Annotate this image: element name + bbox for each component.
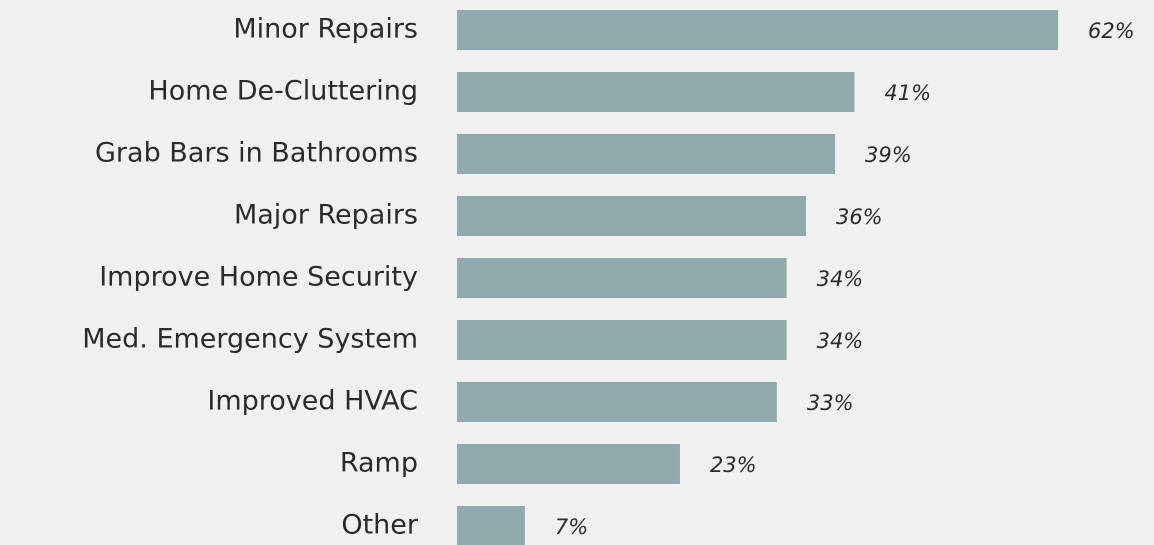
value-label: 23% [710, 453, 757, 477]
bar [457, 382, 777, 422]
bar [457, 320, 787, 360]
value-label: 41% [884, 81, 931, 105]
category-label: Grab Bars in Bathrooms [95, 138, 418, 169]
value-label: 34% [817, 329, 864, 353]
category-label: Med. Emergency System [82, 324, 418, 355]
value-label: 62% [1088, 19, 1135, 43]
category-label: Improved HVAC [207, 386, 418, 417]
category-label: Major Repairs [234, 200, 418, 231]
bar [457, 134, 836, 174]
bar [457, 196, 806, 236]
value-label: 34% [817, 267, 864, 291]
value-label: 36% [836, 205, 883, 229]
category-label: Minor Repairs [233, 14, 418, 45]
category-label: Home De-Cluttering [148, 76, 418, 107]
bar [457, 72, 855, 112]
bar [457, 506, 525, 545]
category-label: Improve Home Security [99, 262, 418, 293]
bar [457, 10, 1058, 50]
category-label: Ramp [340, 448, 418, 479]
bar [457, 258, 787, 298]
value-label: 7% [555, 515, 588, 539]
value-label: 39% [865, 143, 912, 167]
value-label: 33% [807, 391, 854, 415]
category-label: Other [341, 510, 419, 541]
bar [457, 444, 680, 484]
